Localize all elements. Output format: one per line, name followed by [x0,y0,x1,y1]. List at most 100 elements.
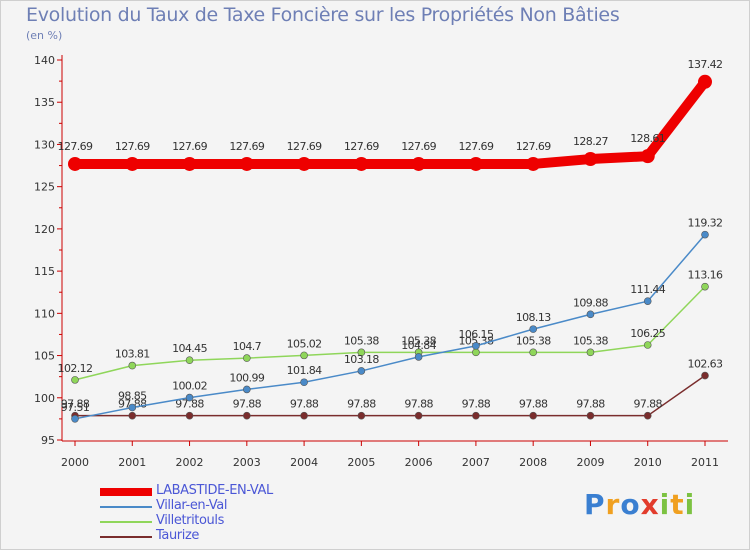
data-point [472,342,480,350]
data-point [239,156,254,171]
legend-label: LABASTIDE-EN-VAL [156,483,273,498]
y-tick-label: 125 [34,181,55,194]
data-label: 127.69 [229,140,264,153]
data-label: 97.88 [576,398,605,411]
proxiti-logo: Proxiti [584,488,695,521]
data-point [71,415,79,423]
data-label: 137.42 [688,58,723,71]
data-point [698,74,712,89]
data-point [128,411,137,420]
data-label: 97.88 [347,398,376,411]
data-label: 106.15 [458,328,493,341]
x-tick-label: 2005 [347,456,375,469]
series-line [74,233,706,420]
data-point [300,351,308,360]
chart-unit-label: (en %) [26,29,63,42]
data-point [243,411,251,420]
data-label: 105.38 [458,334,493,347]
x-tick-label: 2008 [519,456,547,469]
data-point [529,325,537,333]
data-label: 97.88 [290,398,319,411]
data-label: 127.69 [401,140,436,153]
data-label: 105.38 [573,334,608,347]
x-tick-label: 2010 [634,456,662,469]
data-label: 97.88 [633,398,662,411]
data-point [243,354,251,362]
data-label: 101.84 [287,364,322,377]
x-tick-label: 2001 [118,456,146,469]
data-point [643,297,652,305]
x-tick-label: 2007 [462,456,490,469]
data-label: 97.88 [233,398,262,411]
legend-label: Taurize [156,528,199,543]
data-label: 113.16 [688,269,723,282]
legend-label: Villar-en-Val [156,498,228,513]
data-label: 127.69 [58,140,93,153]
y-tick-label: 120 [34,223,55,236]
data-label: 105.38 [516,334,551,347]
data-point [468,156,483,171]
data-label: 127.69 [287,140,322,153]
y-tick-label: 95 [41,434,55,447]
logo-letter: P [584,488,606,521]
data-point [354,156,369,171]
data-label: 111.44 [630,283,665,296]
data-point [701,282,709,291]
legend-label: Villetritouls [156,513,224,528]
line-chart: 95 100 105 110 115 120 125 130 135 140 2000 2001 200… [34,54,728,469]
data-label: 105.02 [287,337,322,350]
legend-swatch [100,521,152,523]
x-tick-label: 2003 [233,456,261,469]
data-point [414,353,423,361]
data-label: 127.69 [115,140,150,153]
data-label: 109.88 [573,296,608,309]
series-line [70,76,710,169]
data-point [414,411,423,420]
data-point [643,341,652,349]
data-label: 97.51 [61,401,90,414]
data-point [297,156,312,171]
y-tick-label: 115 [34,265,55,278]
data-point [71,376,79,384]
data-label: 97.88 [61,398,90,411]
data-point [586,411,595,420]
data-label: 102.63 [688,358,723,371]
data-point [357,411,366,420]
logo-letter: i [659,488,671,521]
data-point [643,411,652,420]
y-tick-label: 140 [34,54,55,67]
data-point [583,152,598,167]
logo-letter: t [670,488,685,521]
data-point [128,403,137,412]
y-tick-label: 105 [34,350,55,363]
x-tick-label: 2002 [176,456,204,469]
data-label: 103.81 [115,348,150,361]
x-tick-label: 2006 [405,456,433,469]
data-label: 103.18 [344,353,379,366]
data-label: 97.88 [404,398,433,411]
data-point [472,348,480,357]
x-tick-label: 2009 [576,456,604,469]
logo-letter: i [684,488,696,521]
data-point [529,348,537,357]
data-point [701,371,709,380]
data-point [411,156,426,171]
data-label: 108.13 [516,311,551,324]
data-point [357,367,366,375]
data-point [185,393,194,402]
data-label: 100.02 [172,380,207,393]
data-point [586,310,595,319]
data-point [182,156,197,171]
data-label: 127.69 [516,140,551,153]
data-point [128,361,137,370]
data-label: 105.38 [401,334,436,347]
data-point [640,149,655,164]
data-label: 97.88 [519,398,548,411]
data-point [529,411,537,420]
x-tick-label: 2011 [691,456,719,469]
logo-letter: r [605,488,621,521]
data-label: 127.69 [344,140,379,153]
x-tick-label: 2000 [61,456,89,469]
data-label: 128.61 [630,132,665,145]
data-point [243,385,251,394]
